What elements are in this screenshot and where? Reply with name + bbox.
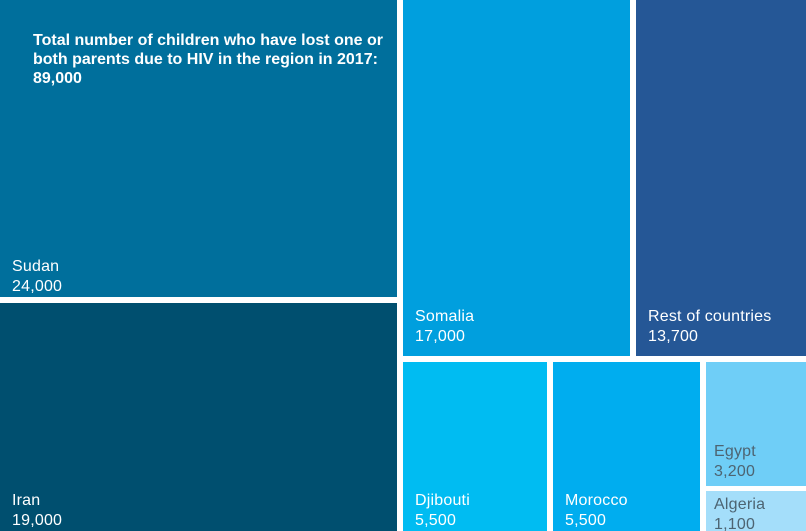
tile-label: Rest of countries 13,700 xyxy=(648,307,771,347)
tile-sudan: Total number of children who have lost o… xyxy=(0,0,397,297)
tile-label: Egypt 3,200 xyxy=(714,442,756,482)
tile-djibouti: Djibouti 5,500 xyxy=(403,362,547,531)
tile-morocco: Morocco 5,500 xyxy=(553,362,700,531)
tile-label: Morocco 5,500 xyxy=(565,491,628,531)
tile-label: Somalia 17,000 xyxy=(415,307,474,347)
country-label: Rest of countries xyxy=(648,308,772,325)
tile-rest-of-countries: Rest of countries 13,700 xyxy=(636,0,806,356)
tile-label: Sudan 24,000 xyxy=(12,257,62,297)
value-label: 13,700 xyxy=(648,328,699,345)
tile-algeria: Algeria 1,100 xyxy=(706,491,806,531)
country-label: Morocco xyxy=(565,492,628,509)
country-label: Iran xyxy=(12,492,41,509)
value-label: 17,000 xyxy=(415,328,466,345)
country-label: Egypt xyxy=(714,443,756,460)
tile-egypt: Egypt 3,200 xyxy=(706,362,806,486)
tile-label: Djibouti 5,500 xyxy=(415,491,470,531)
country-label: Somalia xyxy=(415,308,475,325)
country-label: Djibouti xyxy=(415,492,470,509)
value-label: 19,000 xyxy=(12,512,63,529)
value-label: 5,500 xyxy=(565,512,607,529)
tile-iran: Iran 19,000 xyxy=(0,303,397,531)
value-label: 24,000 xyxy=(12,278,63,295)
tile-label: Iran 19,000 xyxy=(12,491,62,531)
country-label: Sudan xyxy=(12,258,60,275)
value-label: 3,200 xyxy=(714,463,756,480)
tile-somalia: Somalia 17,000 xyxy=(403,0,630,356)
tile-label: Algeria 1,100 xyxy=(714,495,765,531)
value-label: 5,500 xyxy=(415,512,457,529)
chart-title: Total number of children who have lost o… xyxy=(33,32,383,87)
value-label: 1,100 xyxy=(714,516,756,531)
country-label: Algeria xyxy=(714,496,766,513)
